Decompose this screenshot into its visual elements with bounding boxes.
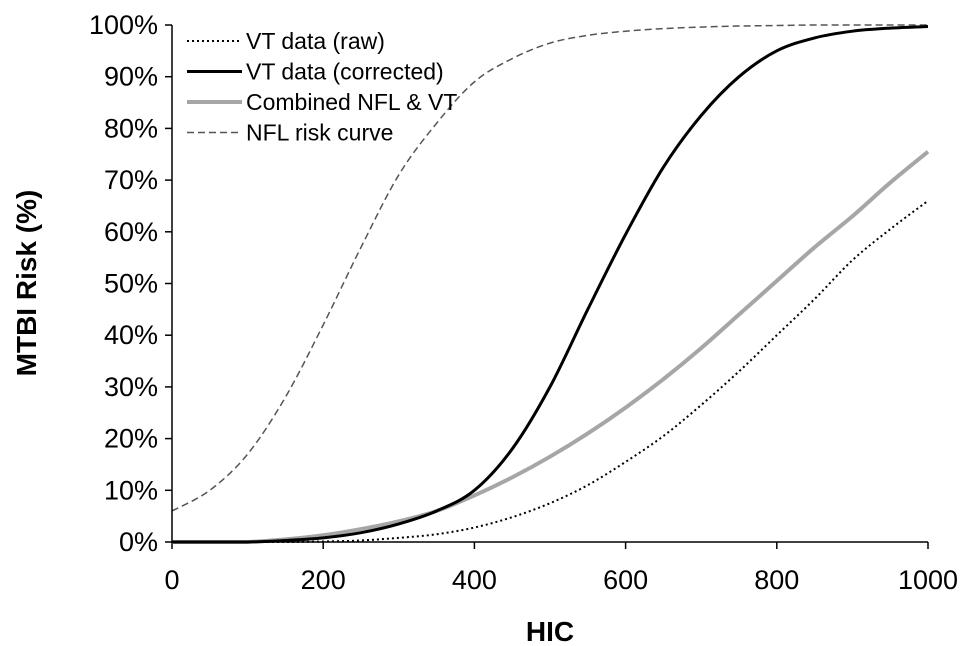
series-line [171, 199, 929, 543]
x-axis-title: HIC [526, 616, 574, 646]
x-tick-label: 800 [754, 565, 799, 595]
y-tick-label: 40% [104, 320, 158, 350]
y-tick-label: 30% [104, 372, 158, 402]
y-tick-label: 90% [104, 62, 158, 92]
x-tick-label: 400 [452, 565, 497, 595]
x-tick-label: 600 [603, 565, 648, 595]
y-tick-label: 80% [104, 113, 158, 143]
series-line [171, 150, 930, 544]
y-tick-labels: 0% 10% 20% 30% 40% 50% 60% 70% 80% 90% 100% [89, 10, 158, 557]
y-tick-label: 100% [89, 10, 158, 40]
legend-label: Combined NFL & VT [246, 89, 457, 115]
legend-label: VT data (raw) [246, 28, 385, 54]
legend-label: NFL risk curve [246, 120, 393, 146]
y-tick-label: 10% [104, 475, 158, 505]
y-tick-label: 20% [104, 424, 158, 454]
x-tick-label: 1000 [898, 565, 958, 595]
x-tick-label: 200 [301, 565, 346, 595]
y-tick-label: 70% [104, 165, 158, 195]
series-line [171, 25, 929, 544]
y-tick-label: 50% [104, 269, 158, 299]
y-axis-title: MTBI Risk (%) [11, 190, 42, 377]
series-lines [171, 24, 930, 544]
y-tick-label: 60% [104, 217, 158, 247]
legend: VT data (raw) VT data (corrected) Combined… [187, 28, 457, 146]
x-tick-labels: 0 200 400 600 800 1000 [164, 565, 958, 595]
y-tick-label: 0% [119, 527, 158, 557]
x-tick-label: 0 [164, 565, 179, 595]
legend-label: VT data (corrected) [246, 59, 444, 85]
